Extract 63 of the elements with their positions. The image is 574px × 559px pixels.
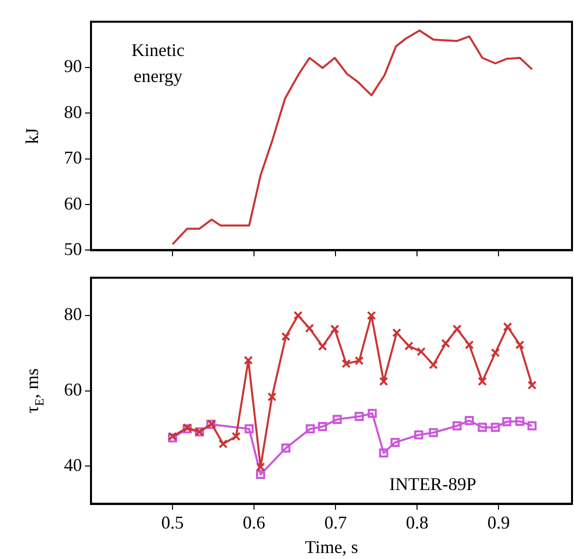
y-tick-label: 60	[64, 380, 82, 400]
y-tick-label: 70	[64, 148, 82, 168]
point	[256, 470, 266, 479]
point	[392, 328, 402, 338]
y-tick-label: 90	[64, 56, 82, 76]
point	[318, 342, 328, 351]
x-tick-label: 0.7	[324, 512, 347, 532]
point	[330, 324, 340, 334]
point	[267, 392, 277, 402]
point	[464, 340, 474, 350]
point	[452, 421, 462, 430]
point	[318, 422, 328, 432]
y-tick-label: 80	[64, 102, 82, 122]
point	[478, 376, 487, 386]
point	[515, 340, 524, 350]
x-tick-label: 0.9	[487, 512, 510, 532]
point	[478, 422, 487, 432]
point	[304, 324, 314, 333]
y-axis-title: kJ	[22, 128, 42, 144]
y-tick-label: 80	[64, 304, 82, 324]
x-tick-label: 0.6	[242, 512, 266, 532]
x-axis-title: Time, s	[304, 536, 358, 557]
point	[464, 416, 474, 426]
point	[244, 356, 253, 365]
point	[232, 432, 241, 441]
x-tick-label: 0.5	[161, 512, 184, 532]
point	[354, 356, 364, 366]
point	[428, 360, 438, 370]
point	[342, 359, 351, 368]
series-label: INTER-89P	[389, 474, 476, 494]
point	[452, 324, 462, 334]
y-tick-label: 50	[64, 238, 82, 259]
point	[428, 428, 438, 438]
point	[528, 421, 537, 430]
point	[218, 439, 228, 448]
point	[528, 380, 537, 390]
point	[332, 414, 342, 424]
point	[366, 310, 376, 320]
point	[379, 448, 388, 458]
point	[244, 424, 254, 434]
point	[404, 341, 414, 351]
y-tick-label: 40	[64, 454, 82, 475]
point	[414, 430, 424, 440]
point	[294, 310, 303, 320]
y-axis-title: τE, ms	[22, 368, 46, 414]
point	[490, 422, 500, 432]
point	[281, 444, 290, 453]
point	[368, 408, 377, 418]
point	[379, 376, 388, 386]
point	[502, 417, 512, 426]
x-tick-label: 0.8	[406, 512, 428, 532]
point	[490, 348, 500, 358]
point	[416, 347, 426, 356]
point	[306, 424, 315, 434]
point	[390, 438, 400, 447]
point	[503, 322, 512, 332]
point	[515, 416, 524, 426]
y-tick-label: 60	[64, 193, 82, 214]
point	[354, 412, 364, 421]
annotation: Kinetic energy	[132, 40, 184, 86]
point	[256, 462, 266, 472]
point	[441, 338, 450, 348]
point	[281, 332, 290, 342]
